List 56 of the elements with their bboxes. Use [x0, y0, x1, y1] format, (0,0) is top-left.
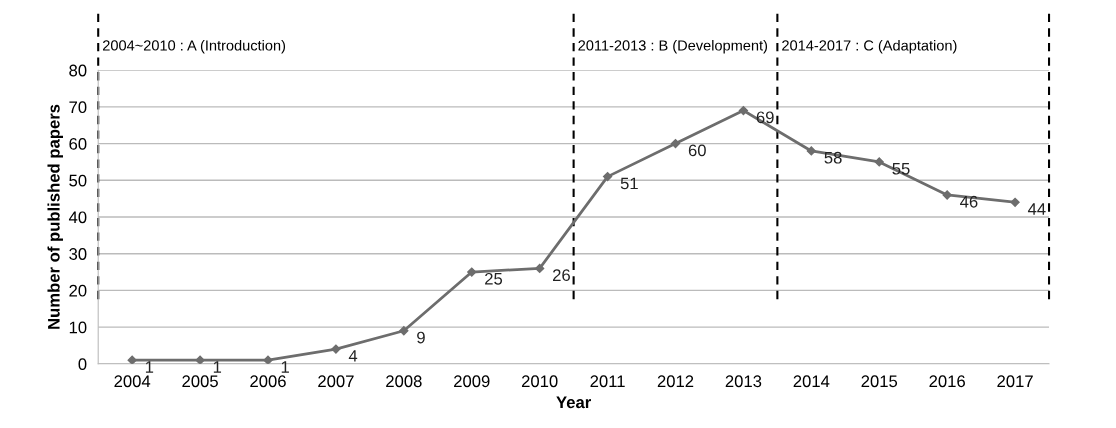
point — [738, 105, 749, 116]
x-tick-label: 2013 — [725, 375, 762, 388]
data-label: 60 — [688, 144, 706, 157]
data-label: 26 — [553, 269, 570, 282]
point — [331, 344, 341, 354]
y-tick-label: 20 — [69, 284, 87, 297]
ref-line-label: 2011-2013 : B (Development) — [578, 39, 768, 54]
point — [467, 267, 477, 277]
x-tick-label: 2016 — [929, 375, 965, 388]
y-tick-label: 80 — [69, 64, 87, 77]
point — [399, 326, 409, 336]
x-tick-label: 2009 — [454, 375, 490, 388]
data-label: 58 — [824, 151, 842, 164]
data-label: 69 — [756, 111, 774, 124]
data-label: 4 — [348, 350, 358, 362]
x-tick-label: 2005 — [182, 375, 218, 388]
y-tick-label: 40 — [68, 211, 87, 224]
point — [806, 146, 816, 156]
x-tick-label: 2008 — [386, 375, 422, 388]
point — [127, 355, 137, 364]
data-label: 55 — [892, 162, 910, 175]
point — [602, 172, 613, 182]
y-tick-label: 0 — [78, 358, 87, 370]
point — [535, 263, 545, 274]
point — [195, 355, 205, 364]
x-axis-title: Year — [556, 396, 591, 409]
x-tick-label: 2006 — [250, 375, 286, 388]
y-tick-label: 30 — [69, 248, 87, 260]
x-tick-label: 2012 — [657, 375, 694, 388]
data-label: 1 — [145, 361, 154, 373]
x-tick-label: 2007 — [318, 375, 354, 388]
data-label: 44 — [1027, 203, 1046, 215]
x-tick-label: 2017 — [997, 375, 1033, 388]
ref-line-label: 2014-2017 : C (Adaptation) — [782, 39, 957, 54]
point — [263, 355, 273, 364]
ref-line-label: 2004~2010 : A (Introduction) — [103, 39, 286, 54]
x-tick-label: 2015 — [861, 375, 898, 388]
point — [1010, 197, 1020, 207]
y-tick-label: 70 — [69, 101, 87, 114]
point — [942, 190, 952, 200]
data-label: 9 — [417, 331, 425, 344]
data-label: 1 — [281, 361, 289, 373]
data-label: 1 — [213, 361, 222, 373]
data-label: 51 — [620, 177, 638, 190]
y-tick-label: 10 — [69, 321, 87, 334]
x-tick-label: 2010 — [521, 375, 558, 388]
x-tick-label: 2004 — [114, 375, 151, 388]
x-tick-label: 2014 — [793, 375, 830, 388]
x-tick-label: 2011 — [590, 375, 625, 388]
point — [670, 138, 681, 149]
data-label: 46 — [960, 195, 978, 208]
y-tick-label: 60 — [69, 138, 87, 150]
y-tick-label: 50 — [69, 174, 87, 187]
data-label: 25 — [485, 272, 503, 285]
y-axis-title: Number of published papers — [47, 104, 63, 329]
point — [874, 157, 884, 167]
